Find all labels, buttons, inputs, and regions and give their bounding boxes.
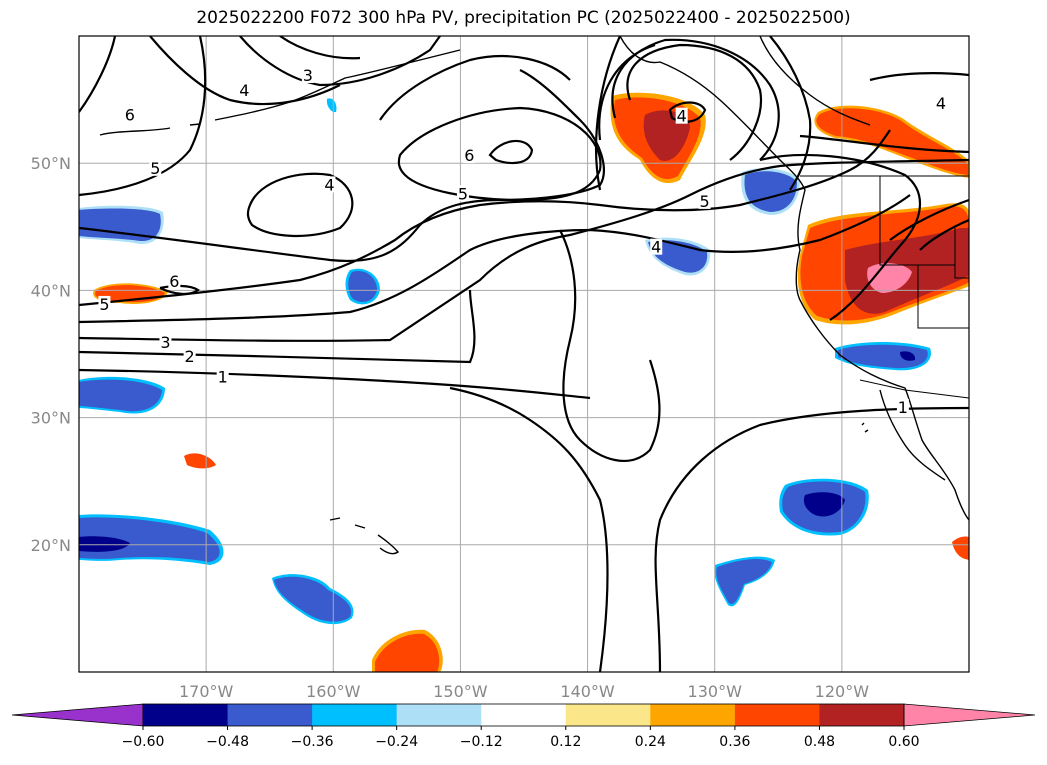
contour-label: 1	[898, 398, 908, 417]
contour-label: 4	[324, 175, 334, 194]
lon-tick-label: 160°W	[306, 682, 361, 701]
contour-label: 6	[169, 272, 179, 291]
colorbar-tick-label: −0.48	[206, 734, 249, 750]
contour-label-bg	[301, 66, 314, 83]
colorbar-segment	[650, 704, 736, 726]
contour-label: 5	[99, 295, 109, 314]
colorbar-tick-label: −0.60	[122, 734, 165, 750]
precipitation-shading	[79, 92, 969, 672]
contour-label: 3	[303, 66, 313, 85]
colorbar-segment	[227, 704, 313, 726]
contour-label-bg	[159, 334, 172, 351]
contour-label-bg	[896, 398, 909, 415]
colorbar-tick-label: 0.60	[888, 734, 919, 750]
colorbar-segment	[819, 704, 905, 726]
contour-label-bg	[935, 94, 948, 111]
contour-label: 3	[160, 333, 170, 352]
plot-frame	[78, 35, 970, 673]
precip-blob-positive	[375, 633, 440, 672]
contour-label-bg	[123, 106, 136, 123]
political-borders	[800, 175, 969, 399]
contour-label-bg	[456, 185, 469, 202]
colorbar-tick-label: 0.48	[804, 734, 835, 750]
contour-label-bg	[463, 147, 476, 164]
colorbar-segment	[312, 704, 398, 726]
latitude-labels: 20°N 30°N 40°N 50°N	[31, 154, 71, 555]
colorbar-extend-high	[903, 703, 1036, 727]
coastlines	[99, 36, 969, 555]
colorbar-tick-label: 0.24	[635, 734, 666, 750]
contour-label: 6	[464, 146, 474, 165]
precip-blob-negative	[79, 517, 220, 562]
contour-label: 6	[125, 105, 135, 124]
precip-blob-positive	[952, 536, 969, 560]
contour-label-bg	[650, 238, 663, 255]
contour-label: 4	[936, 94, 946, 113]
contour-label: 4	[239, 81, 249, 100]
precip-blob-negative	[326, 98, 337, 113]
contour-label-bg	[216, 368, 229, 385]
lat-tick-label: 40°N	[31, 281, 71, 300]
contour-label: 1	[218, 367, 228, 386]
colorbar-segment	[396, 704, 482, 726]
lat-tick-label: 50°N	[31, 154, 71, 173]
colorbar-extend-low	[11, 703, 144, 727]
colorbar-tick-label: 0.12	[550, 734, 581, 750]
precip-blob-positive	[184, 453, 216, 469]
contour-label-bg	[168, 273, 181, 290]
colorbar-segment	[565, 704, 651, 726]
colorbar-outline	[142, 703, 905, 727]
precip-blob-negative	[838, 344, 928, 369]
precip-blob-negative	[900, 351, 916, 361]
precip-blob-negative	[348, 271, 377, 302]
lon-tick-label: 120°W	[815, 682, 870, 701]
precip-blob-negative	[274, 576, 352, 622]
colorbar-segment	[734, 704, 820, 726]
colorbar-segment	[143, 704, 229, 726]
contour-label-bg	[698, 192, 711, 209]
precip-blob-negative	[744, 171, 797, 212]
precip-colorbar: −0.60 −0.48 −0.36 −0.24 −0.12 0.12 0.24 0.36 0.4…	[11, 703, 1036, 750]
lon-tick-label: 170°W	[179, 682, 234, 701]
contour-label-bg	[183, 348, 196, 365]
lon-tick-label: 130°W	[688, 682, 743, 701]
colorbar-tick-label: −0.12	[460, 734, 503, 750]
colorbar-segment	[481, 704, 567, 726]
lat-tick-label: 30°N	[31, 409, 71, 428]
lon-tick-label: 140°W	[560, 682, 615, 701]
colorbar-tick-label: 0.36	[719, 734, 750, 750]
precip-blob-negative	[803, 492, 845, 517]
contour-label-bg	[675, 107, 688, 124]
colorbar-tick-label: −0.36	[291, 734, 334, 750]
longitude-labels: 170°W 160°W 150°W 140°W 130°W 120°W	[179, 682, 869, 701]
contour-label-bg	[323, 176, 336, 193]
contour-label: 4	[677, 107, 687, 126]
map-title: 2025022200 F072 300 hPa PV, precipitatio…	[196, 8, 851, 28]
contour-label-bg	[98, 295, 111, 312]
precip-blob-negative	[79, 536, 130, 552]
contour-label: 2	[185, 347, 195, 366]
lon-tick-label: 150°W	[433, 682, 488, 701]
contour-label: 5	[458, 184, 468, 203]
contour-label: 5	[699, 192, 709, 211]
contour-label-bg	[149, 159, 162, 176]
contour-label-bg	[238, 82, 251, 99]
colorbar-tick-label: −0.24	[375, 734, 418, 750]
lat-tick-label: 20°N	[31, 536, 71, 555]
contour-label: 5	[150, 159, 160, 178]
precip-blob-negative	[79, 379, 162, 412]
contour-label: 4	[651, 238, 661, 257]
precip-blob-positive	[816, 108, 968, 175]
pv-contours	[79, 36, 969, 672]
precip-blob-negative	[79, 208, 161, 242]
precip-blob-negative	[716, 559, 772, 604]
